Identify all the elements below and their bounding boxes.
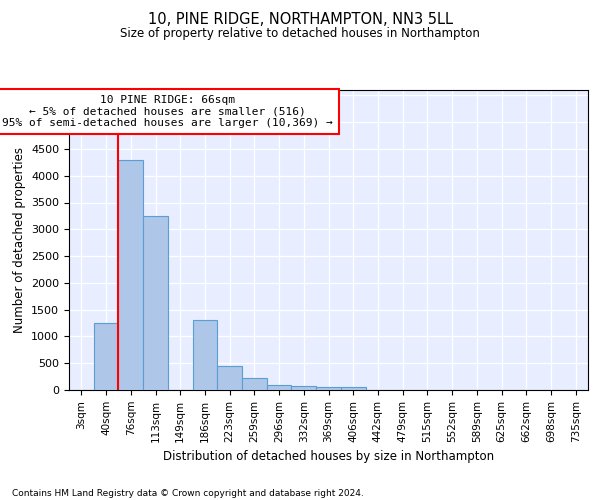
Y-axis label: Number of detached properties: Number of detached properties (13, 147, 26, 333)
Bar (292, 386, 316, 390)
Text: Size of property relative to detached houses in Northampton: Size of property relative to detached ho… (120, 28, 480, 40)
Bar (267, 384, 292, 390)
Text: 10 PINE RIDGE: 66sqm
← 5% of detached houses are smaller (516)
95% of semi-detac: 10 PINE RIDGE: 66sqm ← 5% of detached ho… (2, 95, 333, 128)
Bar (143, 216, 168, 390)
Bar (341, 388, 365, 390)
Bar (193, 320, 217, 390)
Text: Contains HM Land Registry data © Crown copyright and database right 2024.: Contains HM Land Registry data © Crown c… (12, 488, 364, 498)
Text: 10, PINE RIDGE, NORTHAMPTON, NN3 5LL: 10, PINE RIDGE, NORTHAMPTON, NN3 5LL (148, 12, 452, 28)
Bar (242, 378, 267, 390)
Bar (118, 160, 143, 390)
Bar (316, 388, 341, 390)
X-axis label: Distribution of detached houses by size in Northampton: Distribution of detached houses by size … (163, 450, 494, 463)
Bar (217, 366, 242, 390)
Bar (94, 323, 118, 390)
